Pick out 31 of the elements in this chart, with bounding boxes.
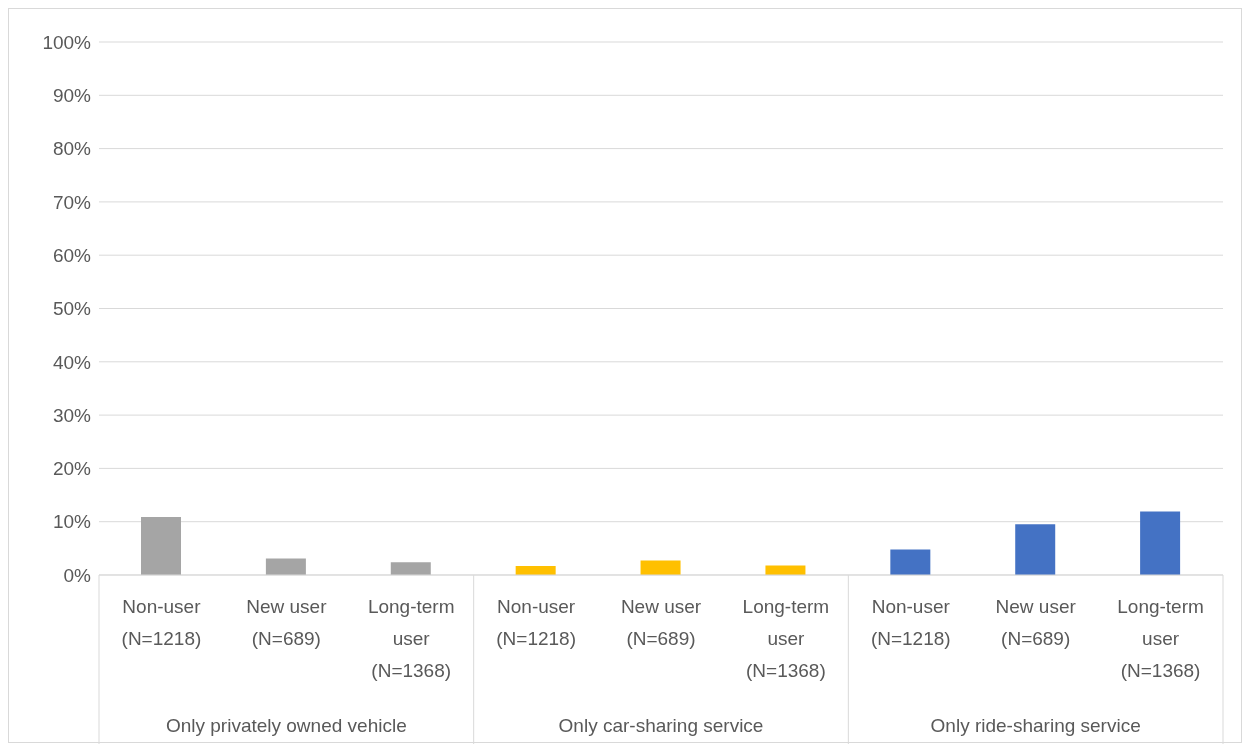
x-tick-label: Long-term user (N=1368) <box>367 596 455 681</box>
y-tick-label: 20% <box>52 458 92 480</box>
x-tick-label: Non-user (N=1218) <box>870 596 951 649</box>
bar <box>765 565 806 575</box>
y-tick-label: 60% <box>52 244 92 266</box>
x-tick-label: Long-term user (N=1368) <box>742 596 830 681</box>
text: Only privately owned vehicle <box>165 715 407 736</box>
y-tick-label: 90% <box>52 85 92 107</box>
bar <box>390 562 431 575</box>
x-tick-label: Non-user (N=1218) <box>496 596 576 649</box>
y-tick-label: 50% <box>52 298 92 320</box>
y-tick-label: 0% <box>63 564 92 586</box>
x-tick-label: New user (N=689) <box>995 596 1077 649</box>
y-tick-label: 70% <box>52 191 92 213</box>
text: Only car-sharing service <box>558 715 764 736</box>
bar <box>141 516 181 575</box>
y-tick-label: 10% <box>52 511 92 533</box>
x-tick-label: New user (N=689) <box>246 596 328 649</box>
y-tick-label: 80% <box>52 138 92 160</box>
y-tick-label: 40% <box>52 351 92 373</box>
bar <box>890 549 931 575</box>
y-tick-label: 30% <box>52 404 92 426</box>
x-tick-label: Long-term user (N=1368) <box>1117 596 1204 681</box>
bar <box>1140 511 1181 575</box>
bar <box>265 558 306 575</box>
y-tick-label: 100% <box>42 31 92 53</box>
bar <box>640 560 681 575</box>
bar <box>1015 524 1056 575</box>
text: Only ride-sharing service <box>930 715 1141 736</box>
x-tick-label: Non-user (N=1218) <box>121 596 202 649</box>
x-tick-label: New user (N=689) <box>620 596 702 649</box>
